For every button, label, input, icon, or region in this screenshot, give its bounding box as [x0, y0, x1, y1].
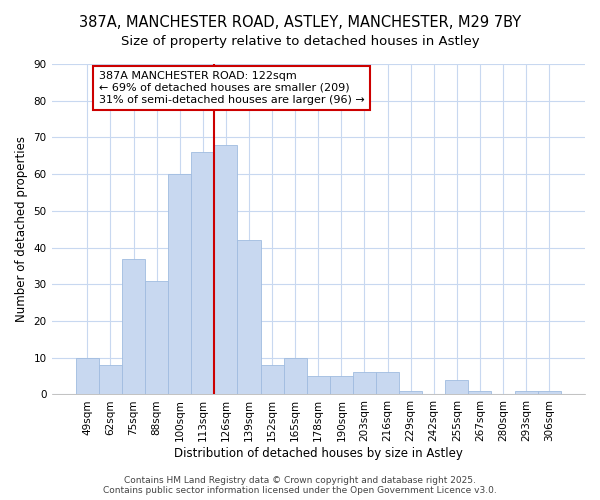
Bar: [399, 391, 422, 394]
Bar: [445, 380, 469, 394]
Bar: [99, 365, 122, 394]
Bar: [214, 145, 238, 394]
Bar: [353, 372, 376, 394]
Bar: [307, 376, 330, 394]
Bar: [260, 365, 284, 394]
Bar: [330, 376, 353, 394]
Text: Contains HM Land Registry data © Crown copyright and database right 2025.
Contai: Contains HM Land Registry data © Crown c…: [103, 476, 497, 495]
Bar: [238, 240, 260, 394]
Text: 387A MANCHESTER ROAD: 122sqm
← 69% of detached houses are smaller (209)
31% of s: 387A MANCHESTER ROAD: 122sqm ← 69% of de…: [99, 72, 365, 104]
Text: 387A, MANCHESTER ROAD, ASTLEY, MANCHESTER, M29 7BY: 387A, MANCHESTER ROAD, ASTLEY, MANCHESTE…: [79, 15, 521, 30]
Bar: [284, 358, 307, 395]
X-axis label: Distribution of detached houses by size in Astley: Distribution of detached houses by size …: [174, 447, 463, 460]
Bar: [515, 391, 538, 394]
Bar: [191, 152, 214, 394]
Y-axis label: Number of detached properties: Number of detached properties: [15, 136, 28, 322]
Bar: [538, 391, 561, 394]
Bar: [168, 174, 191, 394]
Bar: [76, 358, 99, 395]
Bar: [122, 258, 145, 394]
Bar: [376, 372, 399, 394]
Bar: [145, 280, 168, 394]
Bar: [469, 391, 491, 394]
Text: Size of property relative to detached houses in Astley: Size of property relative to detached ho…: [121, 35, 479, 48]
